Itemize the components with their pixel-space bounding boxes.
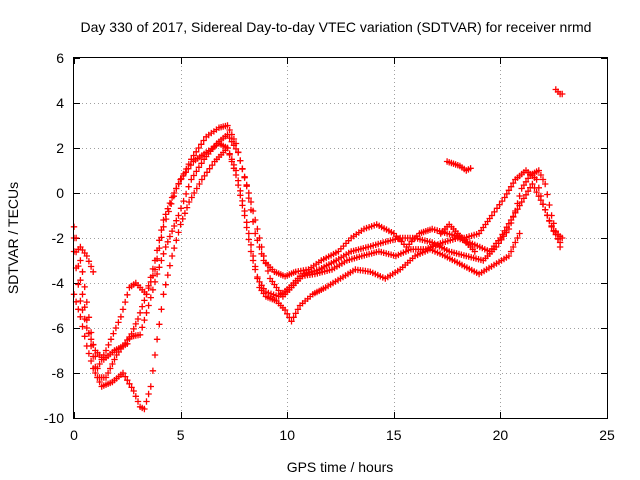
y-tick-label: -10 xyxy=(44,410,64,426)
y-axis-label: SDTVAR / TECUs xyxy=(5,182,21,294)
series-track-5 xyxy=(77,243,97,275)
series-track-3 xyxy=(70,140,566,363)
x-axis-label: GPS time / hours xyxy=(287,459,394,475)
x-tick-label: 0 xyxy=(70,427,78,443)
series-track-1 xyxy=(70,122,564,372)
x-tick-label: 5 xyxy=(177,427,185,443)
marker-trace xyxy=(70,122,564,372)
marker-trace xyxy=(443,158,474,174)
chart-title: Day 330 of 2017, Sidereal Day-to-day VTE… xyxy=(81,19,592,35)
marker-trace xyxy=(70,140,566,363)
plot-frame xyxy=(73,57,608,419)
series-track-7 xyxy=(443,158,474,174)
series-track-8 xyxy=(552,86,566,98)
y-tick-label: 4 xyxy=(56,95,64,111)
y-tick-label: 0 xyxy=(56,185,64,201)
plot-area xyxy=(70,86,566,413)
marker-trace xyxy=(437,221,478,255)
marker-trace xyxy=(77,243,97,275)
y-tick-label: 2 xyxy=(56,140,64,156)
grid xyxy=(74,58,607,418)
y-tick-label: -8 xyxy=(52,365,65,381)
x-tick-label: 10 xyxy=(279,427,295,443)
y-tick-label: -6 xyxy=(52,320,65,336)
x-tick-label: 20 xyxy=(493,427,509,443)
series-track-6 xyxy=(437,221,478,255)
series-track-2 xyxy=(70,131,564,381)
y-tick-label: 6 xyxy=(56,50,64,66)
y-tick-label: -2 xyxy=(52,230,65,246)
x-tick-label: 15 xyxy=(386,427,402,443)
y-tick-label: -4 xyxy=(52,275,65,291)
marker-trace xyxy=(552,86,566,98)
tick-labels: 0 5 10 15 20 25 -10 -8 -6 -4 -2 0 2 4 6 xyxy=(44,50,615,443)
x-tick-label: 25 xyxy=(599,427,615,443)
marker-trace xyxy=(70,131,564,381)
